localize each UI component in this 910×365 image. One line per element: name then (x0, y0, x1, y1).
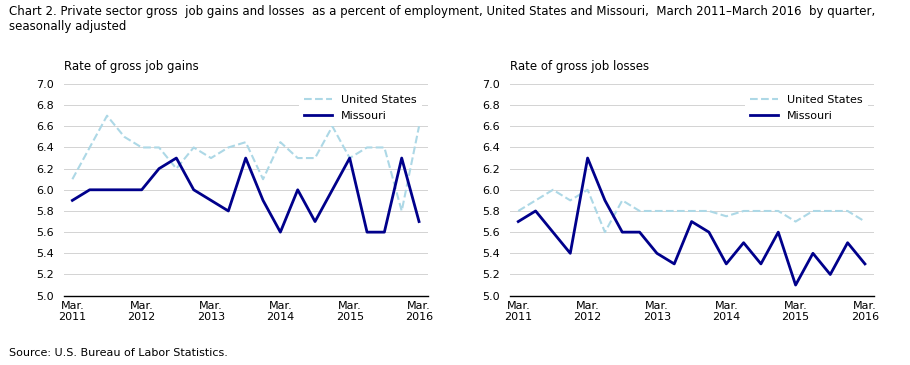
Missouri (206, 198, 217, 203)
United States (721, 214, 732, 218)
Missouri (171, 156, 182, 160)
United States (171, 166, 182, 171)
United States (565, 198, 576, 203)
Missouri (565, 251, 576, 255)
Missouri (119, 188, 130, 192)
United States (600, 230, 611, 234)
United States (258, 177, 268, 181)
Missouri (686, 219, 697, 224)
United States (154, 145, 165, 150)
Missouri (531, 209, 541, 213)
Missouri (634, 230, 645, 234)
Missouri (669, 262, 680, 266)
Missouri (721, 262, 732, 266)
United States (790, 219, 801, 224)
United States (136, 145, 147, 150)
Missouri (582, 156, 593, 160)
Missouri (361, 230, 372, 234)
Missouri (790, 283, 801, 287)
Missouri (240, 156, 251, 160)
Line: Missouri: Missouri (73, 158, 419, 232)
United States (859, 219, 870, 224)
United States (582, 188, 593, 192)
Missouri (413, 219, 424, 224)
Missouri (548, 230, 559, 234)
Text: Rate of gross job losses: Rate of gross job losses (510, 60, 649, 73)
Line: United States: United States (73, 116, 419, 211)
Missouri (738, 241, 749, 245)
United States (807, 209, 818, 213)
United States (275, 140, 286, 144)
United States (344, 156, 355, 160)
Line: Missouri: Missouri (519, 158, 864, 285)
Missouri (617, 230, 628, 234)
United States (67, 177, 78, 181)
Missouri (773, 230, 784, 234)
Text: seasonally adjusted: seasonally adjusted (9, 20, 126, 33)
Text: Chart 2. Private sector gross  job gains and losses  as a percent of employment,: Chart 2. Private sector gross job gains … (9, 5, 875, 19)
Missouri (223, 209, 234, 213)
Missouri (600, 198, 611, 203)
Missouri (824, 272, 835, 277)
United States (85, 145, 96, 150)
Missouri (379, 230, 389, 234)
United States (379, 145, 389, 150)
Missouri (842, 241, 853, 245)
United States (755, 209, 766, 213)
Missouri (292, 188, 303, 192)
Missouri (396, 156, 407, 160)
Missouri (154, 166, 165, 171)
Missouri (85, 188, 96, 192)
United States (240, 140, 251, 144)
United States (223, 145, 234, 150)
Missouri (652, 251, 662, 255)
United States (634, 209, 645, 213)
Text: Source: U.S. Bureau of Labor Statistics.: Source: U.S. Bureau of Labor Statistics. (9, 348, 228, 358)
United States (738, 209, 749, 213)
United States (119, 135, 130, 139)
Missouri (755, 262, 766, 266)
United States (309, 156, 320, 160)
United States (413, 124, 424, 128)
Missouri (327, 188, 338, 192)
United States (396, 209, 407, 213)
Missouri (67, 198, 78, 203)
Missouri (136, 188, 147, 192)
Missouri (102, 188, 113, 192)
Line: United States: United States (519, 190, 864, 232)
United States (513, 209, 524, 213)
United States (327, 124, 338, 128)
United States (617, 198, 628, 203)
United States (188, 145, 199, 150)
Text: Rate of gross job gains: Rate of gross job gains (64, 60, 198, 73)
Missouri (344, 156, 355, 160)
United States (206, 156, 217, 160)
Missouri (807, 251, 818, 255)
United States (548, 188, 559, 192)
United States (842, 209, 853, 213)
United States (102, 114, 113, 118)
Missouri (188, 188, 199, 192)
Legend: United States, Missouri: United States, Missouri (744, 89, 868, 126)
United States (773, 209, 784, 213)
Missouri (513, 219, 524, 224)
Missouri (309, 219, 320, 224)
United States (361, 145, 372, 150)
United States (531, 198, 541, 203)
Missouri (859, 262, 870, 266)
United States (703, 209, 714, 213)
Legend: United States, Missouri: United States, Missouri (298, 89, 422, 126)
United States (669, 209, 680, 213)
United States (292, 156, 303, 160)
United States (686, 209, 697, 213)
United States (824, 209, 835, 213)
Missouri (703, 230, 714, 234)
Missouri (275, 230, 286, 234)
Missouri (258, 198, 268, 203)
United States (652, 209, 662, 213)
